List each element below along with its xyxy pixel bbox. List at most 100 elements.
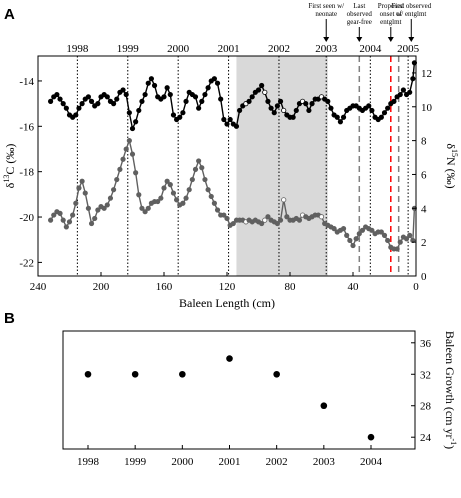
- y-left-sup: 13: [2, 175, 11, 183]
- d15n-point: [407, 232, 413, 238]
- d15n-point: [347, 237, 353, 244]
- y-axis-label-left: δ13C (‰): [2, 144, 17, 189]
- d15n-point: [205, 187, 211, 193]
- d15n-point: [189, 176, 195, 183]
- annotation-text: w/ entglmt: [396, 10, 426, 18]
- d13c-point: [334, 114, 340, 120]
- d13c-point: [407, 89, 413, 95]
- y-left-tick-label: -18: [19, 167, 34, 179]
- d13c-point: [303, 101, 309, 107]
- d13c-point: [309, 101, 315, 107]
- d13c-point: [211, 76, 217, 82]
- y-b-main: Baleen Growth (cm yr: [443, 331, 457, 439]
- d13c-point: [410, 76, 416, 82]
- d15n-point: [281, 197, 287, 203]
- d13c-point: [281, 107, 287, 114]
- d13c-point: [170, 112, 177, 118]
- d15n-point: [117, 166, 123, 172]
- d15n-point: [92, 215, 98, 222]
- d15n-point: [47, 217, 54, 223]
- shaded-region: [236, 56, 328, 276]
- b-y-tick-label: 36: [420, 338, 432, 350]
- shaded-region-layer: [236, 56, 328, 276]
- d15n-point: [394, 246, 400, 252]
- y-right-sup: 15: [450, 149, 459, 157]
- d15n-point: [82, 190, 88, 196]
- d13c-point: [221, 116, 227, 123]
- d13c-point: [151, 82, 158, 89]
- annotations-layer: First seen w/neonate Lastobservedgear-fre…: [308, 2, 432, 42]
- d15n-point: [196, 158, 202, 164]
- b-x-tick-label: 2004: [360, 456, 383, 468]
- annotation-text: First seen w/: [308, 2, 344, 10]
- d15n-point: [155, 198, 161, 205]
- x-tick-label: 120: [219, 281, 236, 293]
- b-x-tick-label: 2003: [313, 456, 336, 468]
- d13c-point: [205, 85, 211, 91]
- y-left-delta: δ: [3, 182, 17, 188]
- d13c-point: [249, 94, 255, 100]
- d13c-point: [164, 85, 170, 91]
- d13c-point: [79, 101, 85, 107]
- d15n-point: [126, 138, 132, 144]
- d13c-point: [227, 116, 233, 123]
- d15n-point: [136, 192, 142, 198]
- d15n-point: [318, 214, 325, 220]
- d15n-point: [369, 227, 375, 233]
- d15n-point: [63, 224, 69, 230]
- d15n-point: [167, 182, 173, 188]
- d13c-point: [378, 114, 384, 120]
- plot-frame-b: [62, 330, 416, 450]
- y-left-tick-label: -16: [19, 121, 34, 133]
- d15n-point: [145, 205, 151, 211]
- series-points-layer: [47, 60, 418, 252]
- d13c-point: [142, 91, 148, 98]
- year-label: 2000: [167, 43, 190, 55]
- b-x-tick-label: 1998: [77, 456, 100, 468]
- y-right-tick-label: 10: [421, 102, 433, 114]
- d15n-point: [73, 200, 79, 206]
- d13c-point: [76, 105, 82, 111]
- d13c-point: [259, 82, 265, 89]
- d15n-point: [114, 176, 120, 183]
- d13c-point: [180, 110, 186, 116]
- d13c-point: [224, 121, 230, 127]
- d15n-point: [104, 202, 110, 208]
- growth-point: [84, 370, 92, 378]
- d15n-point: [66, 219, 73, 225]
- x-tick-label: 200: [93, 281, 110, 293]
- d13c-point: [369, 107, 375, 114]
- y-right-tick-label: 4: [421, 203, 427, 215]
- d15n-point: [183, 195, 189, 201]
- growth-point: [273, 370, 280, 378]
- d15n-point: [142, 209, 148, 215]
- y-left-rest: C (‰): [3, 144, 17, 175]
- annotation-text: onset of: [380, 10, 403, 18]
- d13c-point: [262, 89, 268, 95]
- d15n-point: [88, 220, 95, 227]
- year-label: 2005: [397, 43, 420, 55]
- d15n-point: [186, 187, 192, 193]
- d15n-point: [192, 166, 199, 172]
- year-label: 2004: [359, 43, 382, 55]
- d13c-point: [293, 107, 299, 114]
- d13c-point: [202, 91, 208, 98]
- d13c-point: [192, 94, 199, 100]
- d15n-point: [70, 212, 76, 218]
- d15n-point: [381, 232, 388, 238]
- d13c-point: [265, 98, 271, 104]
- d13c-point: [129, 125, 136, 132]
- d15n-point: [230, 220, 236, 227]
- d15n-point: [331, 226, 337, 232]
- y-right-rest: N (‰): [444, 157, 458, 189]
- y-left-tick-label: -22: [19, 257, 34, 269]
- d15n-point: [129, 151, 136, 157]
- d13c-point: [268, 105, 274, 111]
- y-right-tick-label: 6: [421, 169, 427, 181]
- d13c-point: [88, 98, 95, 104]
- d13c-point: [340, 114, 347, 120]
- d13c-point: [85, 94, 92, 100]
- annotation-text: Last: [353, 2, 365, 10]
- b-x-tick-label: 2002: [266, 456, 288, 468]
